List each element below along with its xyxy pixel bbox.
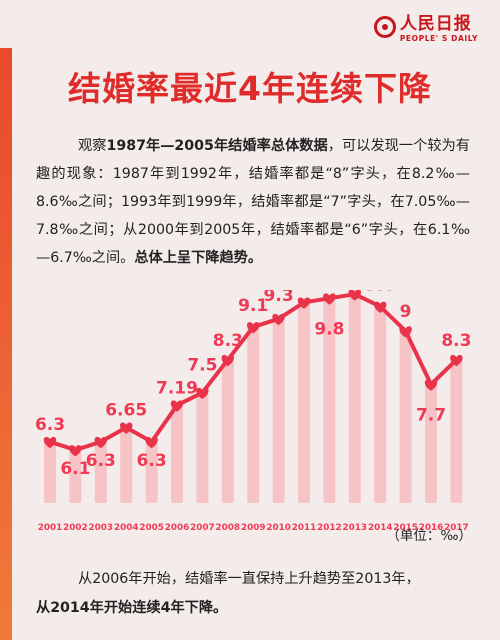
heart-marker-2006 [170, 400, 184, 412]
x-tick-2013: 2013 [343, 523, 367, 533]
bar-2014 [374, 306, 387, 503]
heart-marker-2017 [450, 354, 463, 367]
bar-2012 [323, 298, 336, 503]
bar-2008 [221, 359, 234, 503]
value-label-2016: 7.7 [416, 405, 446, 425]
x-tick-2012: 2012 [317, 523, 341, 533]
header-band [0, 0, 500, 48]
bar-2013 [348, 294, 361, 503]
heart-marker-2015 [399, 326, 412, 338]
bar-2009 [247, 327, 260, 503]
conclusion-bold: 从2014年开始连续4年下降。 [36, 600, 228, 616]
heart-marker-2010 [272, 313, 285, 326]
x-tick-2010: 2010 [266, 523, 290, 533]
intro-paragraph: 观察1987年—2005年结婚率总体数据，可以发现一个较为有趣的现象：1987年… [36, 132, 470, 272]
value-label-2004: 6.65 [105, 400, 147, 420]
value-label-2009: 9.1 [238, 296, 268, 316]
x-tick-2011: 2011 [292, 523, 316, 533]
heart-marker-2002 [69, 445, 82, 457]
logo-english-name: PEOPLE' S DAILY [399, 34, 478, 43]
bar-2010 [272, 318, 285, 503]
x-tick-2005: 2005 [139, 523, 163, 533]
x-tick-2008: 2008 [216, 523, 240, 533]
value-label-2017: 8.3 [441, 331, 471, 351]
page-title: 结婚率最近4年连续下降 [68, 69, 432, 108]
value-label-2014: 9.6 [365, 290, 395, 296]
value-label-2011: 9.7 [289, 290, 319, 293]
bar-2004 [120, 427, 133, 503]
bar-2015 [399, 331, 412, 503]
value-label-2007: 7.5 [187, 356, 217, 376]
bar-2005 [145, 441, 158, 503]
bar-2011 [298, 302, 310, 503]
peoples-daily-logo: 人民日报 PEOPLE' S DAILY [373, 14, 478, 43]
heart-marker-2007 [196, 387, 209, 399]
x-tick-2001: 2001 [38, 523, 62, 533]
x-tick-2002: 2002 [63, 523, 87, 533]
intro-text-2: ，可以发现一个较为有趣的现象：1987年到1992年，结婚率都是“8”字头，在8… [36, 138, 470, 266]
x-tick-2006: 2006 [165, 523, 189, 533]
unit-label: （单位：‰） [386, 528, 472, 544]
heart-marker-2003 [94, 436, 108, 449]
value-label-2012: 9.8 [314, 319, 344, 339]
value-label-2005: 6.3 [137, 451, 167, 471]
heart-marker-2005 [145, 436, 158, 449]
heart-marker-2014 [373, 301, 387, 313]
value-label-2002: 6.1 [60, 459, 90, 479]
value-label-2010: 9.3 [264, 290, 294, 306]
bar-2017 [450, 359, 463, 503]
heart-marker-2001 [43, 436, 57, 449]
bar-2007 [196, 392, 209, 503]
x-tick-2004: 2004 [114, 523, 138, 533]
heart-marker-2012 [323, 293, 336, 305]
bar-2003 [94, 441, 107, 503]
x-tick-2014: 2014 [368, 523, 392, 533]
value-label-2006: 7.19 [156, 378, 198, 398]
intro-bold-1: 1987年—2005年结婚率总体数据 [106, 138, 328, 154]
value-label-2003: 6.3 [86, 451, 116, 471]
x-tick-2015: 2015 [393, 523, 417, 533]
bar-2006 [171, 405, 183, 503]
heart-marker-2004 [119, 422, 133, 434]
bar-2002 [69, 450, 82, 503]
heart-marker-2013 [348, 290, 361, 301]
value-label-2001: 6.3 [35, 415, 65, 435]
heart-marker-2011 [297, 297, 311, 309]
x-tick-2017: 2017 [444, 523, 468, 533]
x-tick-2009: 2009 [241, 523, 265, 533]
conclusion-paragraph: 从2006年开始，结婚率一直保持上升趋势至2013年， 从2014年开始连续4年… [36, 565, 472, 623]
value-label-2015: 9 [400, 302, 412, 322]
x-tick-2016: 2016 [419, 523, 443, 533]
x-tick-2003: 2003 [89, 523, 113, 533]
left-accent-bar [0, 0, 12, 640]
bar-2001 [44, 441, 56, 503]
marriage-rate-chart: 6.36.16.36.656.37.197.58.39.19.39.79.89.… [35, 290, 471, 533]
heart-marker-2016 [424, 379, 438, 391]
intro-bold-2: 总体上呈下降趋势。 [134, 250, 263, 266]
conclusion-text: 从2006年开始，结婚率一直保持上升趋势至2013年， [78, 571, 420, 587]
intro-text-1: 观察 [78, 138, 107, 154]
bar-2016 [425, 384, 437, 503]
logo-at-icon [373, 16, 396, 38]
heart-marker-2008 [221, 354, 235, 367]
x-tick-2007: 2007 [190, 523, 214, 533]
value-label-2008: 8.3 [213, 331, 243, 351]
heart-marker-2009 [246, 322, 260, 334]
logo-chinese-name: 人民日报 [399, 14, 472, 34]
